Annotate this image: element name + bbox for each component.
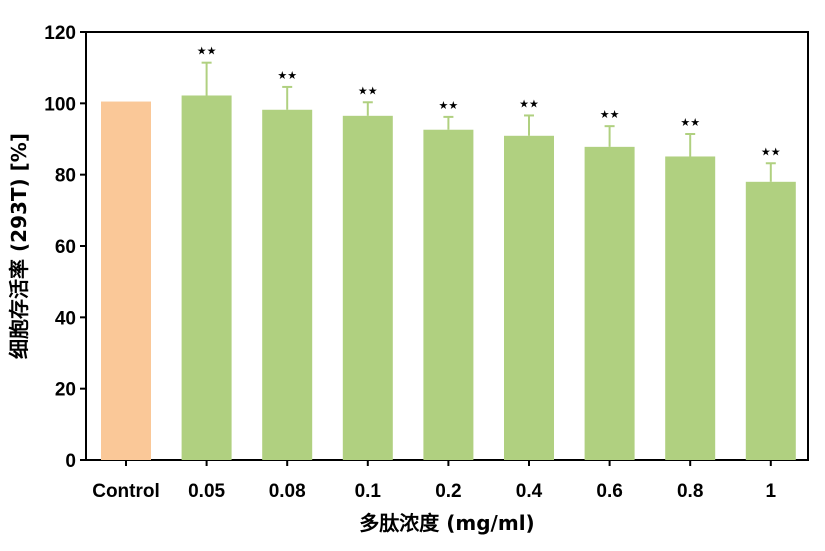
bar-0.4 bbox=[504, 135, 554, 461]
significance-mark-0.4: ★★ bbox=[519, 97, 539, 110]
x-tick-label: 0.8 bbox=[677, 481, 703, 502]
y-tick-label: 0 bbox=[65, 451, 76, 472]
x-tick-label: 0.08 bbox=[269, 481, 306, 502]
x-tick-label: Control bbox=[92, 481, 160, 502]
x-axis: Control 0.05 0.08 0.1 0.2 0.4 0.6 0.8 1 bbox=[92, 460, 777, 502]
x-tick-label: 0.2 bbox=[435, 481, 461, 502]
significance-mark-0.1: ★★ bbox=[358, 84, 378, 97]
bar-Control bbox=[101, 101, 151, 461]
significance-mark-0.2: ★★ bbox=[439, 99, 459, 112]
bar-0.05 bbox=[181, 95, 232, 460]
y-tick-label: 40 bbox=[55, 308, 76, 329]
error-bars-group bbox=[201, 61, 776, 182]
significance-mark-0.05: ★★ bbox=[197, 45, 217, 58]
bar-0.2 bbox=[423, 129, 474, 460]
bar-0.1 bbox=[342, 115, 393, 461]
bars-group bbox=[101, 95, 796, 461]
x-tick-label: 0.1 bbox=[355, 481, 382, 502]
y-tick-label: 100 bbox=[44, 94, 76, 115]
y-tick-label: 120 bbox=[44, 23, 76, 44]
significance-group: ★★ ★★ ★★ ★★ ★★ ★★ ★★ ★★ bbox=[197, 45, 781, 159]
significance-mark-0.6: ★★ bbox=[600, 108, 620, 121]
bar-0.8 bbox=[665, 156, 716, 460]
y-tick-label: 60 bbox=[55, 237, 76, 258]
bar-0.08 bbox=[262, 109, 313, 461]
y-axis: 0 20 40 60 80 100 120 bbox=[44, 23, 86, 472]
x-tick-label: 0.6 bbox=[596, 481, 622, 502]
y-axis-title: 细胞存活率 (293T) [%] bbox=[7, 133, 31, 359]
significance-mark-0.8: ★★ bbox=[680, 116, 700, 129]
x-axis-title: 多肽浓度 (mg/ml) bbox=[359, 511, 534, 535]
bar-1 bbox=[745, 181, 796, 461]
x-tick-label: 0.4 bbox=[516, 481, 543, 502]
significance-mark-0.08: ★★ bbox=[277, 69, 297, 82]
bar-0.6 bbox=[584, 146, 635, 460]
x-tick-label: 1 bbox=[766, 481, 777, 502]
y-tick-label: 20 bbox=[55, 380, 76, 401]
y-tick-label: 80 bbox=[55, 166, 76, 187]
significance-mark-1: ★★ bbox=[761, 145, 781, 158]
x-tick-label: 0.05 bbox=[188, 481, 225, 502]
